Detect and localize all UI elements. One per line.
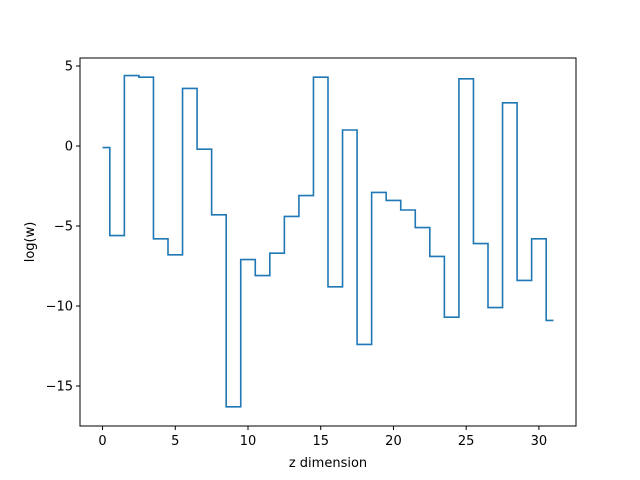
x-tick-label: 10 xyxy=(240,434,257,449)
x-axis-label: z dimension xyxy=(289,456,367,471)
axes-frame xyxy=(79,57,577,427)
series-line xyxy=(102,74,554,408)
x-tick-label: 15 xyxy=(312,434,329,449)
y-axis-label: log(w) xyxy=(23,222,38,263)
x-axis-ticks: 0 5 10 15 20 25 30 xyxy=(98,426,547,449)
y-axis-ticks: 5 0 −5 −10 −15 xyxy=(46,60,80,395)
y-tick-label: 0 xyxy=(65,140,73,155)
y-tick-label: −10 xyxy=(46,300,73,315)
x-tick-label: 0 xyxy=(98,434,106,449)
x-tick-label: 30 xyxy=(531,434,548,449)
x-tick-label: 5 xyxy=(171,434,179,449)
y-tick-label: −5 xyxy=(54,220,73,235)
y-tick-label: 5 xyxy=(65,60,73,75)
y-tick-label: −15 xyxy=(46,380,73,395)
x-tick-label: 25 xyxy=(458,434,475,449)
x-tick-label: 20 xyxy=(385,434,402,449)
plot-area xyxy=(102,74,554,408)
